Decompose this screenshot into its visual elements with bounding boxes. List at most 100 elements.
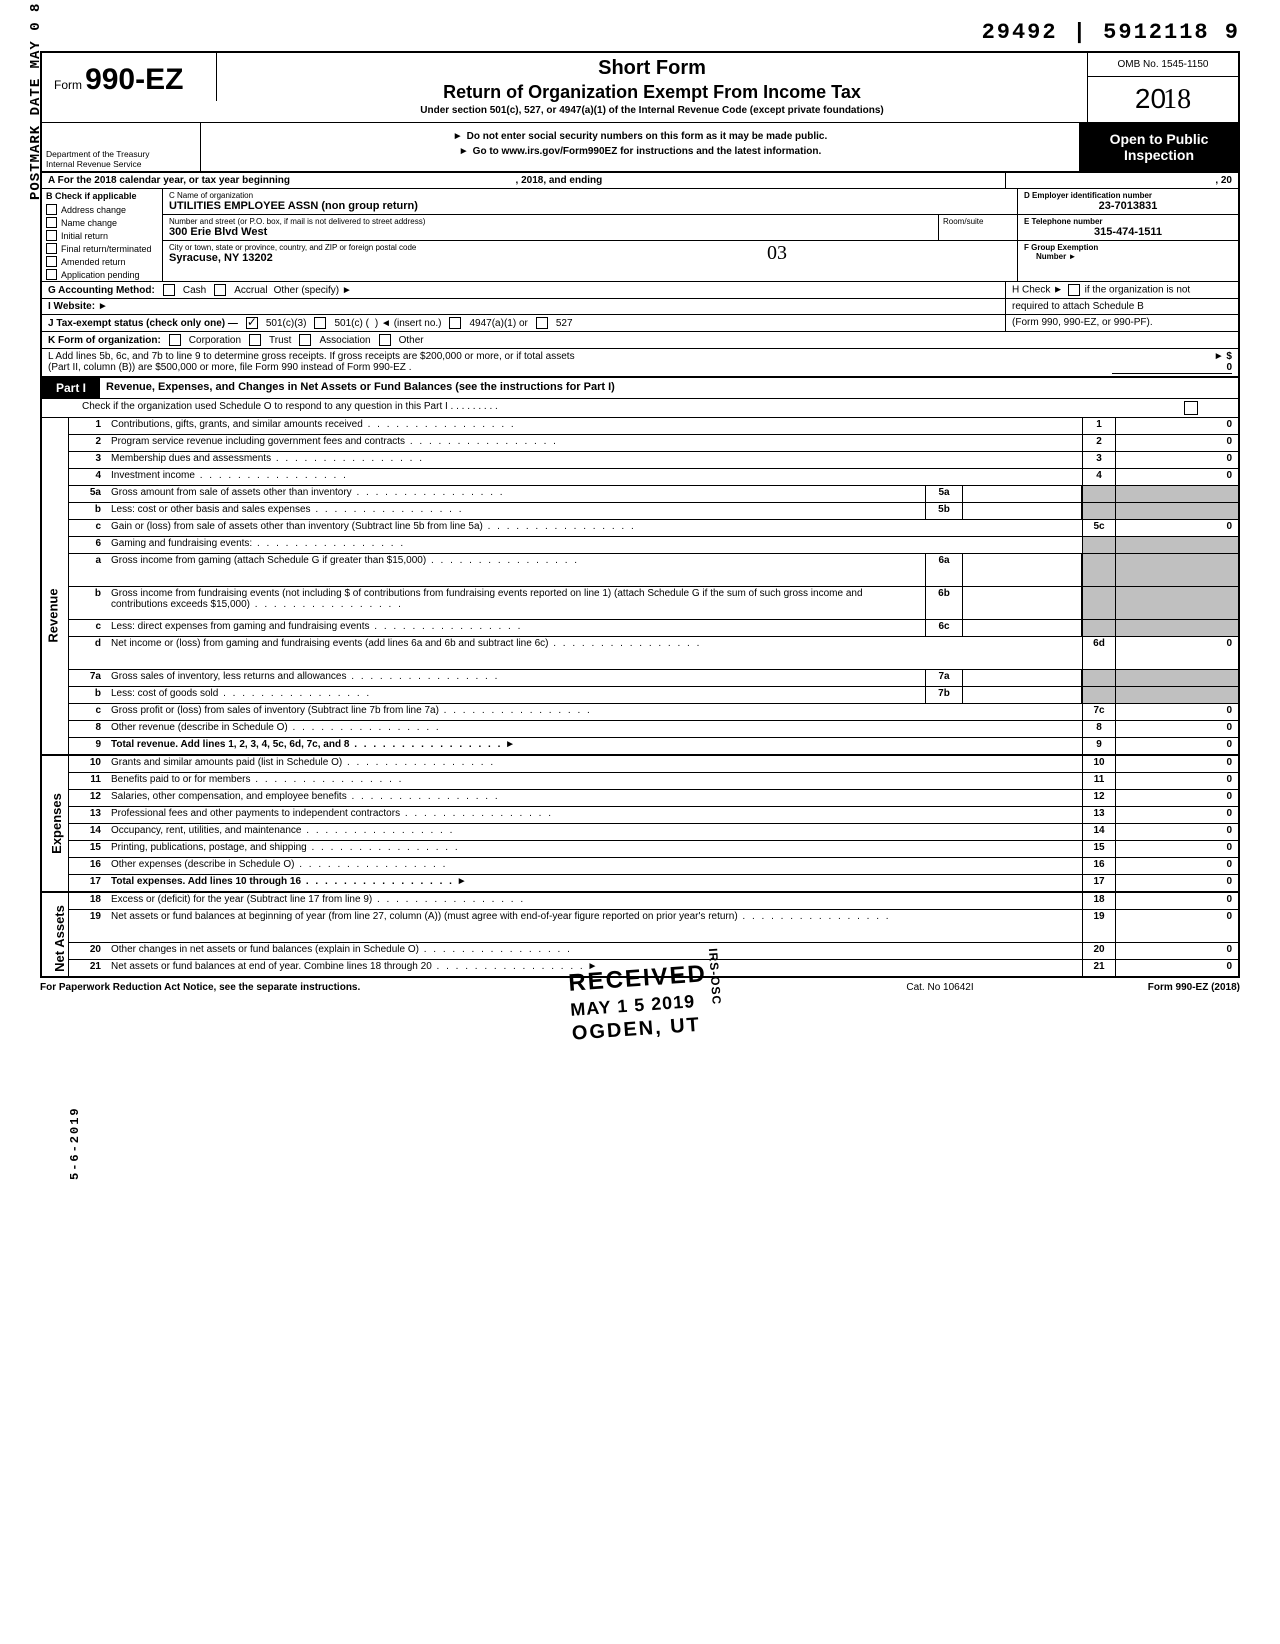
department-box: Department of the Treasury Internal Reve… <box>42 123 201 171</box>
form-word: Form <box>54 78 82 92</box>
f-label2: Number ► <box>1024 252 1232 261</box>
instruct-2: Go to www.irs.gov/Form990EZ for instruct… <box>205 146 1075 157</box>
signature-date-stamp: 5-6-2019 <box>68 1106 82 1180</box>
line-9: 9Total revenue. Add lines 1, 2, 3, 4, 5c… <box>69 738 1238 754</box>
footer-right: Form 990-EZ (2018) <box>1040 982 1240 993</box>
row-a-mid: , 2018, and ending <box>516 175 603 186</box>
line-c: cLess: direct expenses from gaming and f… <box>69 620 1238 637</box>
part-1-checkbox[interactable] <box>1184 401 1198 415</box>
row-a-right: , 20 <box>1005 173 1238 188</box>
checkbox-application-pending[interactable]: Application pending <box>42 268 162 281</box>
527-checkbox[interactable] <box>536 317 548 329</box>
line-12: 12Salaries, other compensation, and empl… <box>69 790 1238 807</box>
line-c: cGain or (loss) from sale of assets othe… <box>69 520 1238 537</box>
part-1-header: Part I Revenue, Expenses, and Changes in… <box>40 378 1240 399</box>
501c3-checkbox[interactable] <box>246 317 258 329</box>
h-checkbox[interactable] <box>1068 284 1080 296</box>
line-8: 8Other revenue (describe in Schedule O)8… <box>69 721 1238 738</box>
accrual-label: Accrual <box>234 285 267 296</box>
page-footer: For Paperwork Reduction Act Notice, see … <box>40 982 1240 993</box>
instruct-1: Do not enter social security numbers on … <box>205 131 1075 142</box>
open-to-public-box: Open to Public Inspection <box>1079 123 1238 171</box>
row-j: J Tax-exempt status (check only one) — 5… <box>40 315 1240 332</box>
l-arrow-dollar: ► $ <box>1214 351 1232 362</box>
addr-label: Number and street (or P.O. box, if mail … <box>169 217 1011 226</box>
line-b: bLess: cost of goods sold7b <box>69 687 1238 704</box>
line-20: 20Other changes in net assets or fund ba… <box>69 943 1238 960</box>
net-assets-section: Net Assets 18Excess or (deficit) for the… <box>40 893 1240 978</box>
cash-checkbox[interactable] <box>163 284 175 296</box>
checkbox-name-change[interactable]: Name change <box>42 216 162 229</box>
org-name: UTILITIES EMPLOYEE ASSN (non group retur… <box>169 200 1011 212</box>
l-text2: (Part II, column (B)) are $500,000 or mo… <box>48 362 411 373</box>
phone: 315-474-1511 <box>1024 226 1232 238</box>
expenses-section: Expenses 10Grants and similar amounts pa… <box>40 756 1240 893</box>
cash-label: Cash <box>183 285 206 296</box>
checkbox-initial-return[interactable]: Initial return <box>42 229 162 242</box>
line-11: 11Benefits paid to or for members110 <box>69 773 1238 790</box>
accrual-checkbox[interactable] <box>214 284 226 296</box>
trust-checkbox[interactable] <box>249 334 261 346</box>
form-number: 990-EZ <box>85 63 183 96</box>
501c-label: 501(c) ( <box>334 318 368 329</box>
section-b-checkboxes: B Check if applicable Address changeName… <box>42 189 163 281</box>
527-label: 527 <box>556 318 573 329</box>
assoc-label: Association <box>319 335 370 346</box>
line-13: 13Professional fees and other payments t… <box>69 807 1238 824</box>
top-document-number: 29492 | 5912118 9 <box>40 20 1240 45</box>
line-b: bGross income from fundraising events (n… <box>69 587 1238 620</box>
section-def: D Employer identification number 23-7013… <box>1017 189 1238 281</box>
h-text: if the organization is not <box>1085 285 1191 296</box>
i-label: I Website: ► <box>48 301 108 312</box>
section-c: C Name of organization UTILITIES EMPLOYE… <box>163 189 1017 281</box>
l-value: 0 <box>1226 362 1232 373</box>
501c-checkbox[interactable] <box>314 317 326 329</box>
k-label: K Form of organization: <box>48 335 161 346</box>
4947-checkbox[interactable] <box>449 317 461 329</box>
room-suite-label: Room/suite <box>938 215 1017 240</box>
city-label: City or town, state or province, country… <box>169 243 1011 252</box>
main-title: Return of Organization Exempt From Incom… <box>225 82 1079 103</box>
d-label: D Employer identification number <box>1024 191 1232 200</box>
header-instructions: Do not enter social security numbers on … <box>201 123 1079 171</box>
other-org-checkbox[interactable] <box>379 334 391 346</box>
checkbox-address-change[interactable]: Address change <box>42 203 162 216</box>
short-form-title: Short Form <box>225 57 1079 80</box>
other-method-label: Other (specify) ► <box>274 285 352 296</box>
row-a-left: A For the 2018 calendar year, or tax yea… <box>48 175 290 186</box>
revenue-section: Revenue 1Contributions, gifts, grants, a… <box>40 418 1240 756</box>
row-a: A For the 2018 calendar year, or tax yea… <box>40 173 1240 189</box>
checkbox-amended-return[interactable]: Amended return <box>42 255 162 268</box>
line-a: aGross income from gaming (attach Schedu… <box>69 554 1238 587</box>
part-1-sub: Check if the organization used Schedule … <box>40 399 1240 418</box>
h4-text: (Form 990, 990-EZ, or 990-PF). <box>1005 315 1238 331</box>
l-text1: L Add lines 5b, 6c, and 7b to line 9 to … <box>48 351 1112 362</box>
footer-left: For Paperwork Reduction Act Notice, see … <box>40 982 840 993</box>
checkbox-final-return-terminated[interactable]: Final return/terminated <box>42 242 162 255</box>
line-d: dNet income or (loss) from gaming and fu… <box>69 637 1238 670</box>
line-15: 15Printing, publications, postage, and s… <box>69 841 1238 858</box>
line-5a: 5aGross amount from sale of assets other… <box>69 486 1238 503</box>
assoc-checkbox[interactable] <box>299 334 311 346</box>
501c3-label: 501(c)(3) <box>266 318 307 329</box>
f-label: F Group Exemption <box>1024 243 1232 252</box>
other-org-label: Other <box>399 335 424 346</box>
row-k: K Form of organization: Corporation Trus… <box>40 332 1240 349</box>
block-b: B Check if applicable Address changeName… <box>40 189 1240 282</box>
line-19: 19Net assets or fund balances at beginni… <box>69 910 1238 943</box>
omb-box: OMB No. 1545-1150 2018 <box>1087 53 1238 122</box>
row-i: I Website: ► required to attach Schedule… <box>40 299 1240 315</box>
line-c: cGross profit or (loss) from sales of in… <box>69 704 1238 721</box>
line-1: 1Contributions, gifts, grants, and simil… <box>69 418 1238 435</box>
expenses-side-label: Expenses <box>42 756 69 891</box>
corp-checkbox[interactable] <box>169 334 181 346</box>
corp-label: Corporation <box>189 335 241 346</box>
dept-treasury: Department of the Treasury <box>46 149 196 159</box>
line-6: 6Gaming and fundraising events: <box>69 537 1238 554</box>
line-b: bLess: cost or other basis and sales exp… <box>69 503 1238 520</box>
net-assets-side-label: Net Assets <box>42 893 69 976</box>
form-header: Form 990-EZ Short Form Return of Organiz… <box>40 51 1240 122</box>
4947-label: 4947(a)(1) or <box>469 318 527 329</box>
line-17: 17Total expenses. Add lines 10 through 1… <box>69 875 1238 891</box>
501c-insert: ) ◄ (insert no.) <box>375 318 442 329</box>
